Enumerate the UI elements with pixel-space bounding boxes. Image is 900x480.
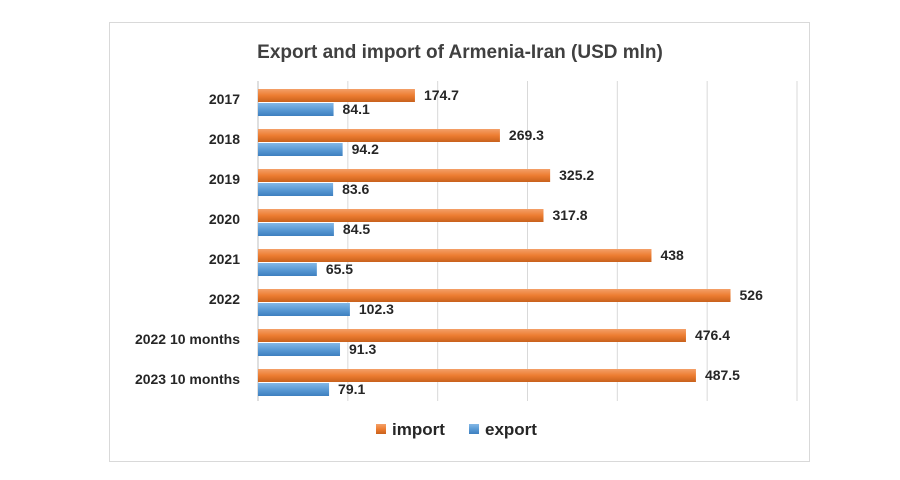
bar-export bbox=[258, 303, 350, 316]
bar-export bbox=[258, 223, 334, 236]
data-label-import: 325.2 bbox=[559, 167, 594, 183]
data-label-export: 83.6 bbox=[342, 181, 369, 197]
data-label-export: 94.2 bbox=[352, 141, 379, 157]
chart-frame: Export and import of Armenia-Iran (USD m… bbox=[109, 22, 810, 462]
data-label-import: 174.7 bbox=[424, 87, 459, 103]
bar-import bbox=[258, 89, 415, 102]
data-label-export: 79.1 bbox=[338, 381, 365, 397]
data-label-export: 84.1 bbox=[343, 101, 370, 117]
bar-export bbox=[258, 143, 343, 156]
category-labels: 2017 2018 2019 2020 2021 2022 2022 10 months 20… bbox=[135, 91, 240, 387]
category-label: 2018 bbox=[209, 131, 240, 147]
bar-import bbox=[258, 209, 544, 222]
bar-import bbox=[258, 249, 652, 262]
data-label-import: 476.4 bbox=[695, 327, 730, 343]
legend-label-export: export bbox=[485, 420, 537, 439]
legend-swatch-import bbox=[376, 424, 386, 434]
bar-import bbox=[258, 289, 731, 302]
bar-import bbox=[258, 169, 551, 182]
bar-import bbox=[258, 369, 696, 382]
data-label-export: 84.5 bbox=[343, 221, 370, 237]
category-label: 2022 bbox=[209, 291, 240, 307]
data-label-export: 65.5 bbox=[326, 261, 353, 277]
category-label: 2023 10 months bbox=[135, 371, 240, 387]
data-label-export: 102.3 bbox=[359, 301, 394, 317]
category-label: 2017 bbox=[209, 91, 240, 107]
bar-export bbox=[258, 263, 317, 276]
value-labels: 174.7 84.1 269.3 94.2 325.2 83.6 317.8 84.5 438 6… bbox=[326, 87, 763, 397]
category-label: 2021 bbox=[209, 251, 240, 267]
data-label-import: 438 bbox=[660, 247, 684, 263]
data-label-import: 526 bbox=[740, 287, 764, 303]
bar-export bbox=[258, 383, 330, 396]
bar-import bbox=[258, 129, 500, 142]
category-label: 2022 10 months bbox=[135, 331, 240, 347]
bar-chart: Export and import of Armenia-Iran (USD m… bbox=[135, 42, 798, 439]
data-label-import: 269.3 bbox=[509, 127, 544, 143]
legend: import export bbox=[376, 420, 537, 439]
data-label-import: 487.5 bbox=[705, 367, 740, 383]
chart-title: Export and import of Armenia-Iran (USD m… bbox=[257, 42, 663, 63]
bars bbox=[258, 89, 731, 396]
bar-export bbox=[258, 183, 334, 196]
data-label-export: 91.3 bbox=[349, 341, 376, 357]
bar-export bbox=[258, 343, 341, 356]
data-label-import: 317.8 bbox=[552, 207, 587, 223]
bar-export bbox=[258, 103, 334, 116]
legend-swatch-export bbox=[469, 424, 479, 434]
category-label: 2019 bbox=[209, 171, 240, 187]
legend-label-import: import bbox=[392, 420, 445, 439]
bar-import bbox=[258, 329, 686, 342]
category-label: 2020 bbox=[209, 211, 240, 227]
